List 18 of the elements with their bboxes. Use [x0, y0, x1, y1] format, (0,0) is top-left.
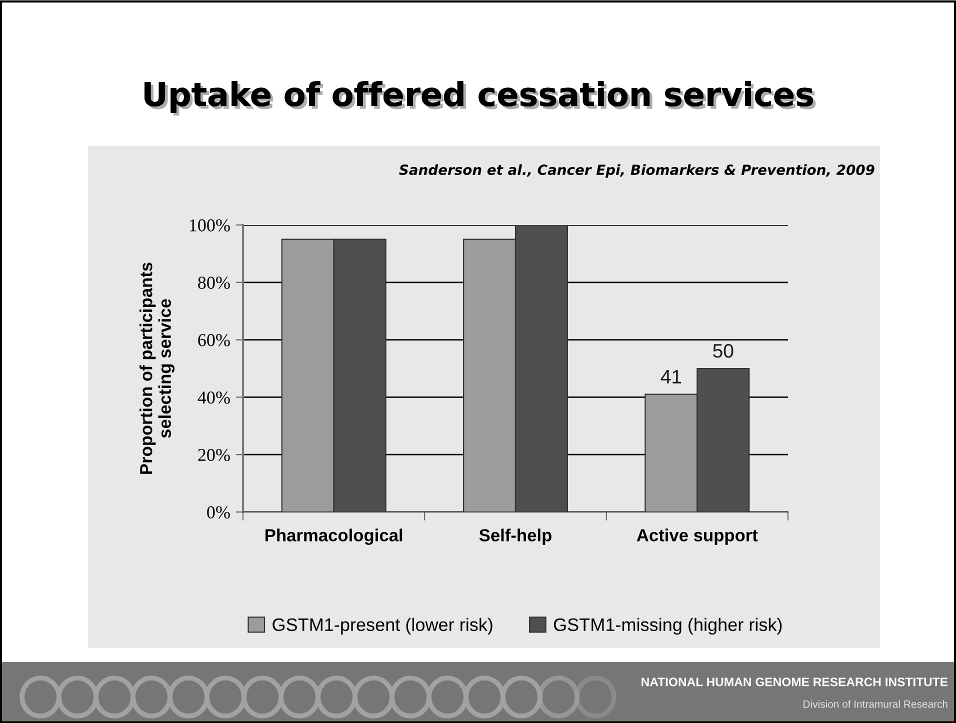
legend-label: GSTM1-present (lower risk) [272, 618, 492, 635]
text: NATIONAL HUMAN GENOME RESEARCH INSTITUTE [642, 678, 948, 686]
chart-title: Uptake of offered cessation services [144, 81, 816, 116]
y-tick-label: 20% [198, 448, 230, 462]
data-label: 41 [660, 370, 682, 384]
y-tick-label: 40% [198, 391, 230, 404]
y-tick-label: 0% [207, 506, 230, 518]
x-tick-label: Active support [636, 528, 758, 545]
x-tick-label: Pharmacological [266, 528, 402, 545]
text: Sanderson et al., Cancer Epi, Biomarkers & Prevention, 2009 [399, 164, 874, 178]
data-label: 50 [713, 344, 734, 358]
y-tick-label: 100% [190, 219, 230, 232]
text: Division of Intramural Research [804, 700, 948, 708]
y-axis-title: Proportion of participants selecting service [140, 262, 174, 474]
y-tick-label: 60% [198, 334, 230, 346]
legend-label: GSTM1-missing (higher risk) [554, 618, 782, 635]
x-tick-label: Self-help [479, 528, 552, 545]
y-tick-label: 80% [198, 276, 230, 289]
